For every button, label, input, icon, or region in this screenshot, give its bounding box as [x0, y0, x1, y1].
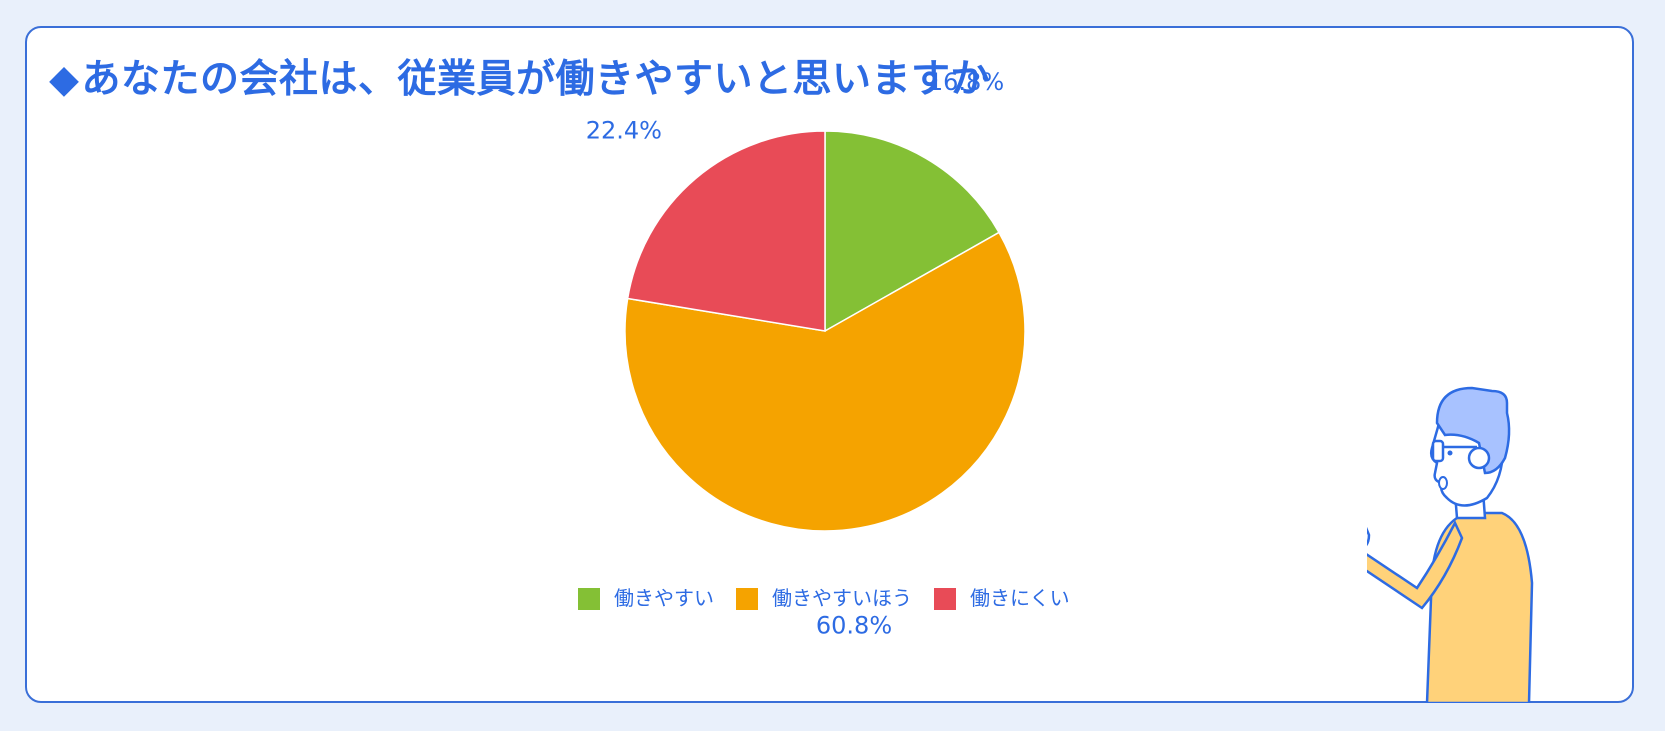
legend-swatch-3	[934, 588, 956, 610]
diamond-marker-icon: ◆	[49, 57, 80, 102]
slice-label-3: 22.4%	[586, 117, 662, 145]
chart-title: ◆あなたの会社は、従業員が働きやすいと思いますか	[49, 48, 990, 104]
slice-label-2: 60.8%	[816, 612, 892, 640]
legend-label-1: 働きやすい	[614, 586, 714, 610]
legend-swatch-2	[736, 588, 758, 610]
legend-label-3: 働きにくい	[970, 586, 1070, 610]
pie-slice-1	[824, 130, 1001, 333]
pie-slice-3	[626, 130, 826, 332]
slice-labels: 16.8% 60.8% 22.4%	[586, 68, 1004, 640]
pie-slices	[624, 130, 1026, 532]
chart-title-text: あなたの会社は、従業員が働きやすいと思いますか	[81, 57, 991, 102]
legend-label-2: 働きやすいほう	[772, 586, 912, 610]
legend-swatch-1	[578, 588, 600, 610]
pie-chart: 16.8% 60.8% 22.4% 働きやすい 働きやすいほう 働きにくい	[578, 68, 1070, 640]
chart-card: ◆あなたの会社は、従業員が働きやすいと思いますか 16.8% 60.8% 22.4%…	[25, 26, 1634, 703]
slice-label-1: 16.8%	[928, 68, 1004, 96]
chart-legend: 働きやすい 働きやすいほう 働きにくい	[578, 586, 1070, 610]
pie-slice-2	[624, 231, 1026, 532]
person-pointing-icon	[1367, 386, 1534, 703]
